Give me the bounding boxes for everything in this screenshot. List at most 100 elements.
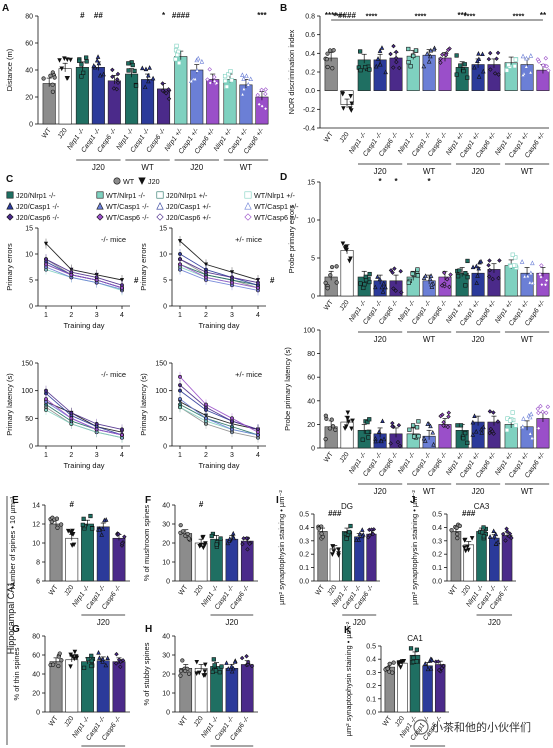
x-tick-label: 4 bbox=[256, 312, 260, 319]
y-tick-label: 20 bbox=[162, 672, 170, 679]
y-tick-label: 0.0 bbox=[305, 88, 315, 95]
bar bbox=[225, 667, 239, 713]
data-point bbox=[84, 59, 89, 64]
legend-marker-icon bbox=[6, 191, 14, 199]
data-point bbox=[178, 523, 183, 528]
legend-item: J20/Casp6 -/- bbox=[6, 213, 60, 222]
data-point bbox=[458, 63, 463, 68]
y-tick-label: 0.4 bbox=[299, 525, 309, 532]
data-point bbox=[411, 655, 416, 660]
y-tick-label: 0.3 bbox=[366, 670, 376, 677]
x-tick-label: WT bbox=[48, 715, 60, 728]
x-tick-label: J20 bbox=[63, 715, 75, 728]
chart-panel-c-line: 0 5 10 15 Primary errors 1 2 3 4 Training day +/- … bbox=[139, 226, 275, 331]
data-point bbox=[189, 78, 194, 84]
data-point bbox=[334, 264, 339, 269]
bar bbox=[190, 69, 204, 125]
bar bbox=[125, 73, 139, 125]
chart-panel-j: 0.0 0.1 0.2 0.3 0.4 0.5 µm² synaptophysin stai… bbox=[410, 490, 516, 627]
data-point bbox=[495, 539, 501, 545]
data-point bbox=[380, 289, 386, 294]
data-point bbox=[523, 64, 529, 69]
data-point bbox=[130, 62, 135, 68]
data-point bbox=[491, 528, 496, 534]
chart-panel-i: 0.0 0.1 0.2 0.3 0.4 0.5 µm² synaptophysin stai… bbox=[276, 490, 380, 627]
data-point bbox=[487, 409, 493, 414]
panel-subtitle: -/- mice bbox=[101, 235, 126, 244]
x-tick-label: 3 bbox=[95, 312, 99, 319]
legend-item: WT/Casp1 +/- bbox=[244, 202, 299, 211]
data-point bbox=[196, 670, 202, 676]
data-point bbox=[481, 534, 487, 539]
group-label: J20 bbox=[190, 163, 203, 172]
data-point bbox=[245, 547, 250, 552]
data-point bbox=[481, 525, 486, 530]
data-point bbox=[397, 65, 402, 71]
series-point bbox=[69, 416, 74, 421]
y-tick-label: 0.6 bbox=[305, 32, 315, 39]
y-tick-label: 0 bbox=[163, 444, 167, 451]
bar bbox=[487, 269, 501, 297]
bar bbox=[141, 79, 155, 125]
data-point bbox=[490, 276, 495, 282]
data-point bbox=[438, 56, 443, 61]
group-label: J20 bbox=[472, 335, 485, 344]
series-point bbox=[178, 262, 182, 267]
data-point bbox=[160, 81, 165, 86]
data-point bbox=[185, 531, 190, 537]
legend-label: WT/Nlrp1 +/- bbox=[254, 191, 296, 200]
legend-marker-icon bbox=[113, 177, 121, 185]
data-point bbox=[331, 48, 336, 53]
data-point bbox=[454, 525, 459, 531]
y-tick-label: 0 bbox=[29, 122, 33, 129]
data-point bbox=[342, 426, 348, 431]
data-point bbox=[540, 409, 545, 415]
data-point bbox=[349, 101, 355, 107]
data-point bbox=[373, 438, 378, 444]
panel-letter: I bbox=[276, 495, 279, 506]
data-point bbox=[473, 428, 479, 434]
group-label: J20 bbox=[374, 335, 387, 344]
bar bbox=[255, 96, 269, 125]
y-tick-label: -0.2 bbox=[303, 107, 315, 114]
x-axis-label: Training day bbox=[64, 461, 105, 470]
data-point bbox=[375, 274, 380, 279]
data-point bbox=[49, 519, 54, 525]
data-point bbox=[330, 66, 335, 71]
y-tick-label: 0 bbox=[166, 579, 170, 586]
x-tick-label: 3 bbox=[95, 452, 99, 459]
data-point bbox=[446, 414, 451, 419]
data-point bbox=[194, 671, 199, 676]
legend-label: J20/Nlrp1 +/- bbox=[166, 191, 208, 200]
data-point bbox=[202, 669, 208, 674]
data-point bbox=[487, 50, 493, 56]
data-point bbox=[224, 84, 229, 89]
data-point bbox=[240, 72, 245, 77]
data-point bbox=[110, 74, 115, 79]
data-point bbox=[480, 51, 485, 57]
data-point bbox=[103, 662, 109, 668]
group-label: WT bbox=[423, 487, 436, 496]
data-point bbox=[241, 76, 246, 81]
data-point bbox=[348, 523, 353, 529]
data-point bbox=[463, 548, 468, 554]
data-point bbox=[77, 58, 82, 63]
data-point bbox=[344, 536, 349, 541]
data-point bbox=[118, 659, 123, 664]
data-point bbox=[166, 87, 171, 92]
data-point bbox=[99, 532, 104, 537]
significance-label: #### bbox=[338, 11, 356, 20]
legend-item: J20 bbox=[138, 177, 160, 186]
data-point bbox=[503, 538, 508, 543]
y-tick-label: 15 bbox=[25, 226, 33, 233]
data-point bbox=[535, 406, 541, 412]
y-tick-label: 0.2 bbox=[299, 552, 309, 559]
data-point bbox=[263, 106, 268, 111]
data-point bbox=[387, 661, 392, 666]
x-axis-label: Training day bbox=[199, 321, 240, 330]
y-tick-label: 0 bbox=[166, 710, 170, 717]
data-point bbox=[383, 69, 388, 75]
data-point bbox=[406, 60, 411, 65]
data-point bbox=[363, 277, 369, 283]
